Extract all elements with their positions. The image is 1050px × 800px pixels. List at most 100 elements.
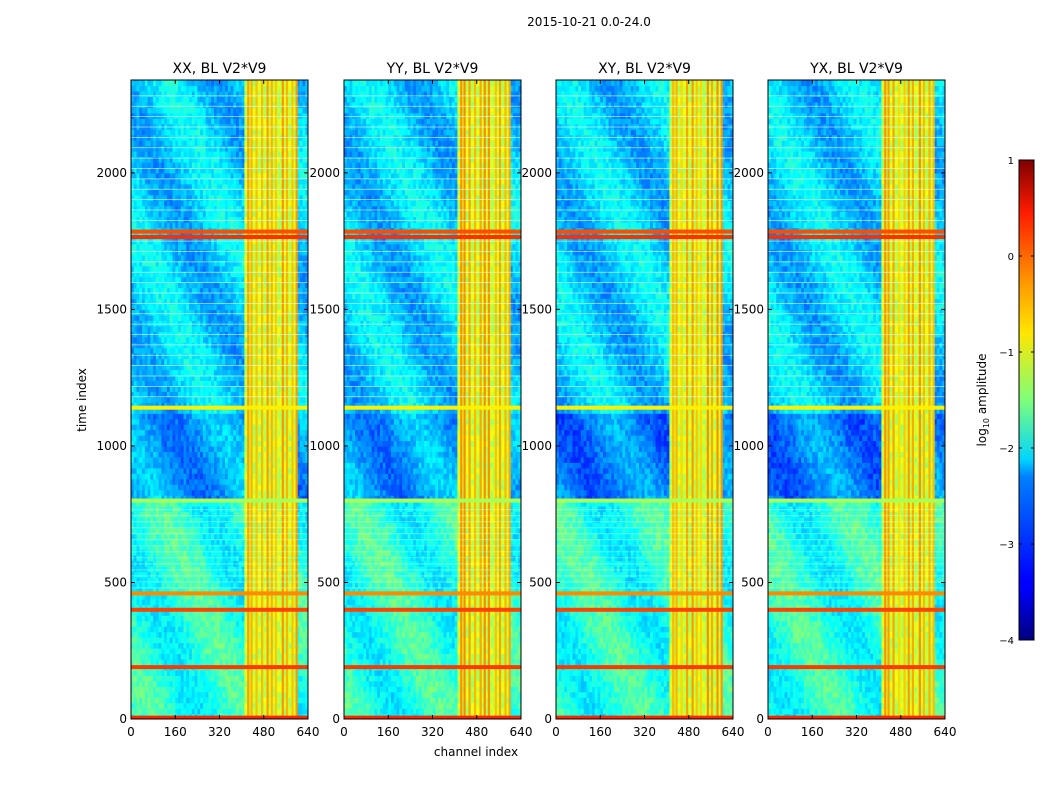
heatmap-cell [277,298,281,305]
heatmap-cell [241,566,245,573]
heatmap-cell [277,708,281,715]
heatmap-cell [175,506,179,513]
heatmap-cell [302,303,306,310]
heatmap-cell [178,516,182,523]
heatmap-cell [283,462,287,469]
heatmap-cell [186,298,190,305]
heatmap-cell [283,440,287,447]
heatmap-cell [241,511,245,518]
heatmap-cell [142,347,146,354]
heatmap-cell [202,637,207,644]
heatmap-cell [186,615,190,622]
heatmap-cell [252,314,257,321]
heatmap-cell [244,555,248,562]
heatmap-cell [299,347,304,354]
heatmap-cell [186,555,190,562]
heatmap-cell [216,653,221,660]
heatmap-cell [205,516,210,523]
heatmap-cell [238,702,243,709]
heatmap-cell [277,626,281,633]
heatmap-cell [296,445,301,452]
heatmap-cell [283,364,287,371]
heatmap-cell [219,549,223,556]
heatmap-cell [189,462,193,469]
heatmap-cell [296,374,301,381]
heatmap-cell [236,303,240,310]
heatmap-cell [305,571,308,578]
heatmap-cell [133,697,138,704]
heatmap-cell [277,658,281,665]
heatmap-cell [147,418,151,425]
heatmap-cell [178,385,182,392]
heatmap-cell [175,478,179,485]
heatmap-cell [225,538,229,545]
heatmap-cell [277,478,281,485]
heatmap-cell [244,303,248,310]
heatmap-cell [150,347,154,354]
heatmap-cell [164,522,168,529]
heatmap-cell [283,484,287,491]
heatmap-cell [236,702,240,709]
heatmap-cell [244,484,248,491]
heatmap-cell [230,538,234,545]
heatmap-cell [225,478,229,485]
heatmap-cell [296,364,301,371]
heatmap-cell [208,467,212,474]
heatmap-cell [277,637,281,644]
heatmap-cell [238,582,243,589]
heatmap-cell [178,675,182,682]
heatmap-cell [197,445,201,452]
heatmap-cell [296,495,301,502]
heatmap-cell [133,320,138,327]
heatmap-cell [172,642,176,649]
heatmap-cell [164,527,168,534]
heatmap-cell [150,669,154,676]
heatmap-cell [219,391,223,398]
heatmap-cell [230,500,234,507]
heatmap-cell [172,424,176,431]
heatmap-cell [213,577,218,584]
heatmap-cell [230,407,234,414]
heatmap-cell [227,325,232,332]
heatmap-cell [302,615,306,622]
heatmap-cell [150,587,154,594]
heatmap-cell [197,500,201,507]
heatmap-cell [169,380,174,387]
heatmap-cell [153,418,157,425]
heatmap-cell [175,325,179,332]
heatmap-cell [169,495,174,502]
heatmap-cell [233,385,237,392]
heatmap-cell [299,309,304,316]
heatmap-cell [208,691,212,698]
heatmap-cell [133,473,138,480]
heatmap-cell [258,500,262,507]
heatmap-cell [244,407,248,414]
heatmap-cell [189,364,193,371]
heatmap-cell [175,571,179,578]
heatmap-cell [164,456,168,463]
heatmap-cell [155,626,160,633]
heatmap-cell [191,577,196,584]
heatmap-cell [155,407,160,414]
heatmap-cell [191,516,196,523]
heatmap-cell [144,702,149,709]
heatmap-cell [233,347,237,354]
heatmap-cell [205,358,210,365]
heatmap-cell [155,566,160,573]
heatmap-cell [225,582,229,589]
heatmap-cell [288,691,293,698]
heatmap-cell [219,374,223,381]
heatmap-cell [233,293,237,300]
heatmap-cell [277,462,281,469]
heatmap-cell [194,429,198,436]
heatmap-cell [233,593,237,600]
heatmap-cell [164,473,168,480]
heatmap-cell [205,598,210,605]
heatmap-cell [133,424,138,431]
heatmap-cell [241,484,245,491]
heatmap-cell [155,424,160,431]
heatmap-cell [296,648,301,655]
heatmap-cell [227,522,232,529]
heatmap-cell [150,353,154,360]
heatmap-cell [200,451,204,458]
